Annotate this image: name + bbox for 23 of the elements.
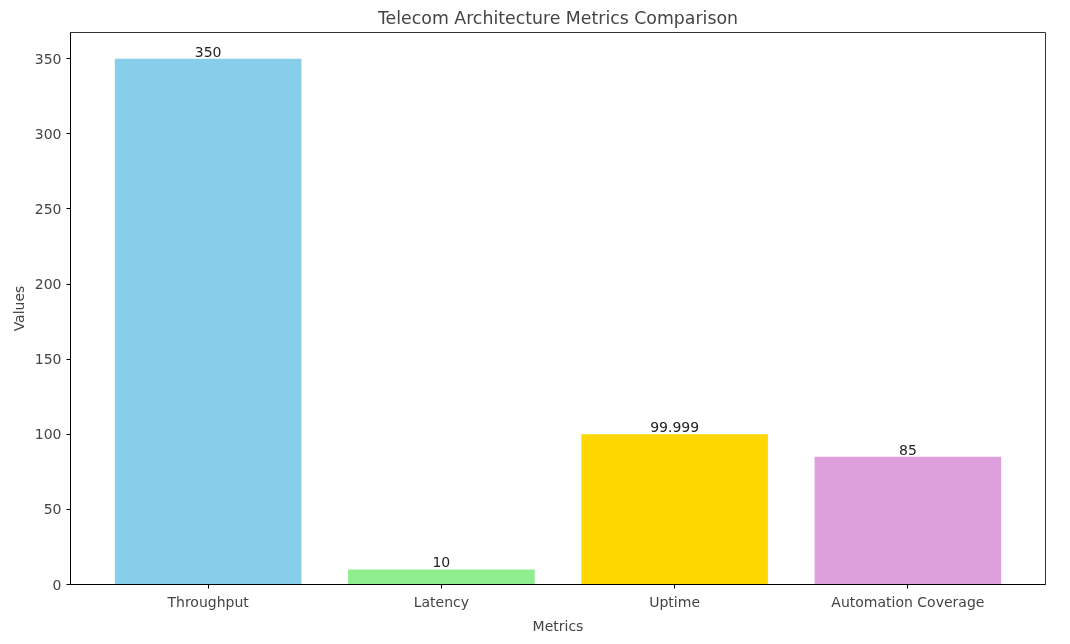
- y-tick-label: 50: [43, 501, 62, 518]
- y-tick-label: 200: [34, 276, 62, 293]
- y-tick-label: 300: [34, 125, 62, 142]
- y-tick-label: 150: [34, 351, 62, 368]
- y-tick-label: 0: [52, 576, 62, 593]
- y-tick-label: 250: [34, 200, 62, 217]
- data-label: 10: [432, 554, 451, 571]
- bar: [814, 456, 1002, 585]
- x-tick-label: Latency: [413, 593, 470, 610]
- data-label: 99.999: [650, 419, 700, 436]
- bar: [348, 569, 535, 585]
- x-tick-label: Automation Coverage: [831, 593, 985, 610]
- y-axis-title: Values: [10, 285, 27, 332]
- x-axis-title: Metrics: [532, 617, 584, 634]
- bar: [581, 434, 768, 585]
- bar: [114, 58, 302, 585]
- y-tick-label: 100: [34, 426, 62, 443]
- data-label: 85: [898, 441, 917, 458]
- x-tick-label: Throughput: [166, 593, 250, 610]
- data-label: 350: [194, 43, 222, 60]
- y-tick-label: 350: [34, 50, 62, 67]
- chart-title: Telecom Architecture Metrics Comparison: [376, 7, 739, 28]
- x-tick-label: Uptime: [649, 593, 701, 610]
